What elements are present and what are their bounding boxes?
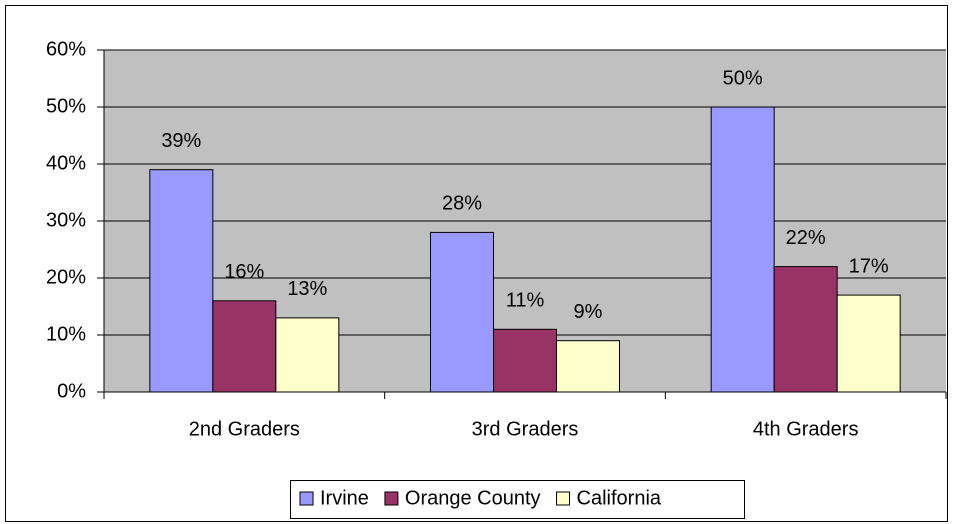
x-tick-label: 4th Graders: [753, 418, 859, 440]
legend-label: California: [577, 487, 662, 509]
y-tick-label: 0%: [57, 380, 86, 402]
bar: [710, 106, 775, 393]
value-label: 16%: [224, 261, 264, 283]
legend-swatch: [384, 491, 399, 506]
y-tick-label: 20%: [46, 266, 86, 288]
value-label: 22%: [786, 227, 826, 249]
x-tick-label: 3rd Graders: [472, 418, 579, 440]
bar: [836, 294, 901, 393]
bar: [149, 169, 214, 393]
value-label: 17%: [849, 255, 889, 277]
legend-swatch: [556, 491, 571, 506]
value-label: 50%: [723, 67, 763, 89]
value-label: 39%: [161, 130, 201, 152]
bar: [773, 266, 838, 393]
bar: [275, 317, 340, 393]
value-label: 9%: [574, 301, 603, 323]
value-label: 13%: [287, 278, 327, 300]
bar: [212, 300, 277, 393]
y-tick-label: 60%: [46, 38, 86, 60]
value-label: 11%: [506, 290, 545, 312]
bar: [556, 340, 620, 393]
legend-box: [290, 480, 745, 519]
value-label: 28%: [442, 193, 482, 215]
bar: [493, 328, 557, 393]
y-tick-label: 30%: [46, 209, 86, 231]
legend-swatch: [299, 491, 314, 506]
legend-label: Irvine: [320, 487, 369, 509]
y-tick-label: 50%: [46, 95, 86, 117]
bar: [430, 231, 494, 393]
legend-label: Orange County: [405, 487, 541, 509]
y-tick-label: 10%: [46, 323, 86, 345]
y-tick-label: 40%: [46, 152, 86, 174]
x-tick-label: 2nd Graders: [189, 418, 300, 440]
